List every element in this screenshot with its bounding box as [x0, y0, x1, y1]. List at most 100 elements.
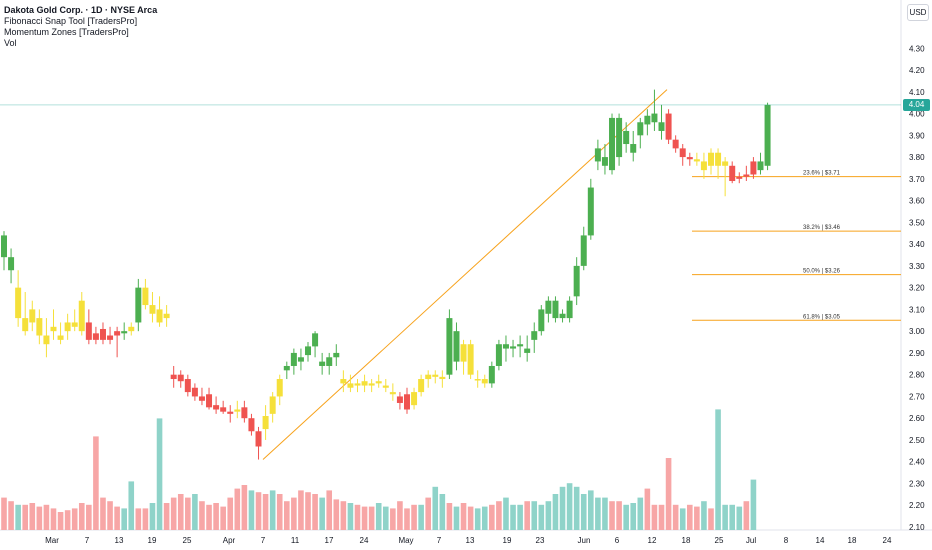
volume-bar	[185, 497, 191, 530]
volume-bar	[71, 508, 78, 530]
candle-body	[693, 159, 700, 162]
x-tick-label: 7	[437, 536, 442, 545]
volume-bar	[538, 504, 545, 530]
volume-bar	[701, 501, 707, 530]
candle-body	[114, 331, 121, 336]
x-tick-label: 18	[682, 536, 691, 545]
candle-body	[198, 396, 205, 401]
x-tick-label: 25	[183, 536, 192, 545]
fib-level-label: 61.8% | $3.05	[803, 314, 841, 320]
x-tick-label: 17	[325, 536, 334, 545]
volume-bar	[93, 436, 99, 530]
candle-body	[616, 117, 623, 158]
volume-bar	[326, 490, 333, 530]
candle-body	[481, 379, 488, 384]
volume-bar	[481, 506, 488, 530]
y-tick-label: 2.60	[909, 414, 925, 423]
price-axis[interactable]: 4.30 4.20 4.10 4.00 3.90 3.80 3.70 3.60 3.50 3.40…	[909, 44, 925, 532]
candle-body	[64, 322, 71, 332]
volume-bar	[694, 506, 700, 530]
y-tick-label: 2.40	[909, 458, 925, 467]
x-tick-label: 12	[648, 536, 657, 545]
x-tick-label: 19	[503, 536, 512, 545]
candle-body	[326, 357, 333, 366]
volume-bar	[750, 479, 757, 530]
candle-body	[57, 335, 64, 340]
y-tick-label: 3.20	[909, 284, 925, 293]
candle-body	[347, 383, 354, 388]
y-tick-label: 3.10	[909, 305, 925, 314]
candle-body	[594, 148, 601, 162]
currency-button[interactable]: USD	[907, 4, 929, 21]
volume-bar	[679, 508, 686, 530]
volume-bar	[368, 506, 375, 530]
volume-bar	[291, 497, 297, 530]
volume-bar	[715, 409, 721, 530]
volume-bar	[319, 497, 325, 530]
x-tick-label: 6	[615, 536, 620, 545]
candle-body	[566, 300, 573, 319]
candle-body	[573, 265, 580, 297]
volume-bar	[743, 501, 750, 530]
swing-line	[262, 89, 668, 460]
candle-body	[587, 187, 594, 236]
candle-body	[736, 176, 743, 179]
candle-body	[241, 407, 248, 419]
candle-body	[517, 344, 524, 347]
candle-body	[262, 416, 269, 430]
candle-body	[78, 300, 85, 332]
y-tick-label: 3.50	[909, 218, 925, 227]
y-tick-label: 2.80	[909, 371, 925, 380]
candle-body	[99, 328, 106, 340]
volume-bar	[8, 501, 14, 530]
candle-body	[729, 165, 736, 182]
candle-body	[382, 385, 389, 388]
candle-body	[85, 322, 92, 340]
x-tick-label: 7	[85, 536, 90, 545]
candle-body	[149, 305, 156, 314]
candle-body	[227, 411, 234, 414]
fib-level-label: 23.6% | $3.71	[803, 171, 841, 177]
candle-body	[29, 309, 36, 323]
volume-bar	[623, 504, 629, 530]
y-tick-label: 3.80	[909, 153, 925, 162]
volume-bar	[206, 504, 212, 530]
volume-bar	[163, 503, 170, 530]
candle-body	[432, 374, 439, 377]
volume-bar	[114, 506, 120, 530]
candle-body	[545, 300, 552, 314]
indicator-fibonacci-snap[interactable]: Fibonacci Snap Tool [TradersPro]	[4, 16, 138, 26]
candle-body	[354, 383, 361, 386]
candle-body	[163, 313, 170, 319]
volume-bar	[234, 488, 241, 530]
candle-body	[8, 257, 15, 271]
candle-body	[418, 379, 425, 393]
candle-body	[184, 379, 191, 393]
symbol-title[interactable]: Dakota Gold Corp. · 1D · NYSE Arca	[4, 5, 158, 15]
candle-body	[403, 394, 410, 410]
candle-body	[206, 394, 213, 408]
indicator-volume[interactable]: Vol	[4, 38, 17, 48]
volume-bar	[86, 504, 92, 530]
candle-body	[644, 115, 651, 125]
candle-body	[361, 381, 368, 386]
candle-body	[121, 331, 128, 334]
time-axis[interactable]: Mar 7 13 19 25 Apr 7 11 17 24 May 7 13 19 23 Jun 6 12 18 25…	[45, 536, 892, 545]
volume-bar	[100, 497, 106, 530]
candle-body	[107, 335, 114, 340]
volume-bar	[552, 494, 559, 530]
candle-body	[135, 287, 142, 323]
indicator-momentum-zones[interactable]: Momentum Zones [TradersPro]	[4, 27, 129, 37]
candle-body	[658, 122, 665, 131]
volume-bar	[78, 503, 85, 530]
candle-body	[15, 287, 22, 319]
volume-bar	[609, 501, 615, 530]
volume-bar	[390, 508, 396, 530]
volume-bar	[637, 497, 644, 530]
candle-body	[637, 122, 644, 136]
volume-bar	[588, 490, 594, 530]
x-tick-label: 24	[883, 536, 892, 545]
volume-bar	[128, 481, 135, 530]
candle-body	[50, 326, 57, 332]
